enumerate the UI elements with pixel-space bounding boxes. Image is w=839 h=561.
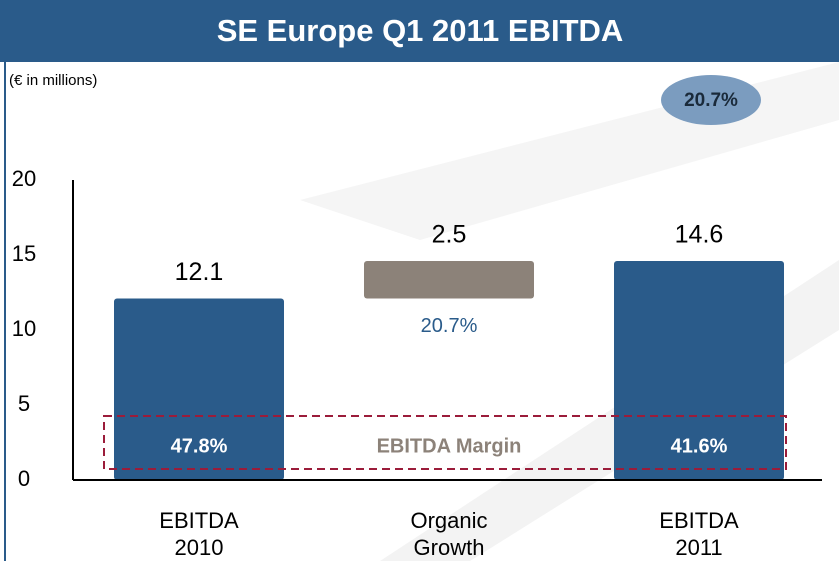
margin-label: 41.6% — [671, 435, 728, 457]
badge-text: 20.7% — [684, 90, 738, 111]
chart-title: SE Europe Q1 2011 EBITDA — [217, 13, 624, 48]
margin-label: 47.8% — [171, 435, 228, 457]
badge — [661, 75, 761, 125]
bar — [614, 261, 784, 480]
left-border — [4, 62, 6, 561]
bar — [364, 261, 534, 299]
title-bar — [0, 0, 839, 62]
y-tick-label: 20 — [12, 166, 36, 191]
x-tick-label: EBITDA 2011 — [659, 508, 739, 560]
y-tick-label: 5 — [18, 391, 30, 416]
margin-title: EBITDA Margin — [377, 435, 522, 457]
value-label: 12.1 — [175, 258, 224, 286]
x-tick-label: Organic Growth — [410, 508, 487, 560]
y-tick-label: 10 — [12, 316, 36, 341]
subtitle: (€ in millions) — [9, 72, 97, 89]
x-tick-label: EBITDA 2010 — [159, 508, 239, 560]
margin-box — [103, 415, 787, 470]
value-label: 2.5 — [432, 221, 467, 249]
value-label: 14.6 — [675, 221, 724, 249]
growth-label: 20.7% — [421, 315, 478, 337]
y-tick-label: 15 — [12, 241, 36, 266]
bar — [114, 298, 284, 480]
plot: 0 5 10 15 20 12.1 EBITDA 2010 47.8% 2.5 Organic Gro… — [12, 166, 822, 560]
y-tick-label: 0 — [18, 466, 30, 491]
